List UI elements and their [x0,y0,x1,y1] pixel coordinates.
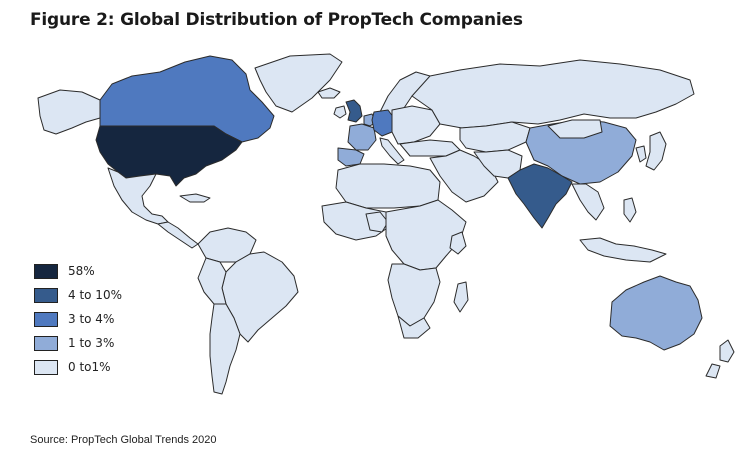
legend-item: 0 to1% [34,355,122,379]
legend-label: 58% [68,264,95,278]
legend-item: 4 to 10% [34,283,122,307]
legend-label: 4 to 10% [68,288,122,302]
region-new-zealand [705,339,735,379]
region-madagascar [453,281,469,313]
region-southern-africa [387,263,441,327]
region-philippines [623,197,637,223]
region-italy [379,137,405,165]
legend-item: 1 to 3% [34,331,122,355]
region-southeast-asia [571,183,605,221]
region-germany [371,109,395,137]
legend-item: 58% [34,259,122,283]
region-japan [645,131,667,171]
region-eastern-europe [391,105,441,145]
region-middle-east [429,149,499,203]
region-iceland [317,87,341,99]
world-map [0,40,752,420]
region-united-kingdom [345,99,363,123]
region-north-africa [335,163,441,209]
figure-title: Figure 2: Global Distribution of PropTec… [30,10,523,30]
region-alaska [37,89,101,135]
region-caribbean [179,193,211,203]
legend-label: 1 to 3% [68,336,115,350]
region-central-asia [459,121,531,153]
legend-swatch [34,335,58,351]
region-mongolia [547,119,603,139]
legend-label: 0 to1% [68,360,111,374]
region-nigeria [365,211,389,233]
region-greenland [254,53,343,113]
legend-swatch [34,287,58,303]
region-argentina-chile [209,303,241,395]
map-legend: 58% 4 to 10% 3 to 4% 1 to 3% 0 to1% [34,259,122,379]
legend-item: 3 to 4% [34,307,122,331]
region-australia [609,275,703,351]
region-indonesia [579,237,667,263]
region-south-africa [397,315,431,339]
legend-swatch [34,359,58,375]
region-france [347,123,377,151]
region-mexico [107,167,169,225]
region-kenya [449,231,467,255]
legend-swatch [34,311,58,327]
legend-swatch [34,263,58,279]
source-note: Source: PropTech Global Trends 2020 [30,434,217,446]
legend-label: 3 to 4% [68,312,115,326]
region-ireland [333,105,347,119]
region-korea [635,145,647,163]
region-central-east-africa [385,199,467,271]
region-india [507,163,573,229]
region-united-states [95,125,243,187]
